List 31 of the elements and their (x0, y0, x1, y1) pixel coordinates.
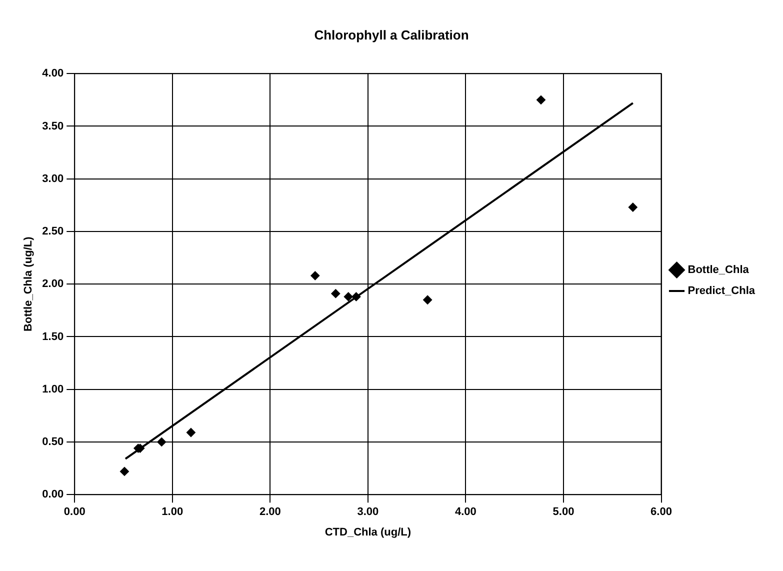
legend-label: Bottle_Chla (688, 264, 750, 276)
x-tick-label: 2.00 (259, 506, 281, 518)
x-axis-title: CTD_Chla (ug/L) (324, 526, 412, 538)
y-tick-label: 4.00 (42, 68, 64, 80)
y-tick-label: 1.00 (42, 383, 64, 396)
x-tick-label: 4.00 (454, 506, 476, 518)
point (157, 437, 166, 446)
point (536, 95, 546, 104)
point (120, 466, 129, 476)
point (352, 292, 361, 302)
y-tick-label: 3.00 (42, 172, 64, 185)
x-tick-label: 6.00 (650, 506, 672, 518)
y-tick-label: 0.00 (42, 488, 64, 501)
point (310, 271, 320, 280)
y-axis-title: Bottle_Chla (ug/L) (22, 236, 35, 332)
y-tick-label: 2.00 (42, 278, 64, 290)
x-tick-label: 1.00 (162, 506, 184, 518)
y-tick-label: 0.50 (42, 436, 64, 448)
y-tick-label: 2.50 (42, 226, 64, 238)
x-tick-label: 5.00 (552, 506, 574, 518)
point (344, 292, 353, 302)
chart-title: Chlorophyll a Calibration (314, 27, 469, 42)
y-tick-label: 1.50 (42, 330, 64, 343)
point (186, 428, 196, 438)
point (628, 202, 638, 212)
x-tick-label: 3.00 (357, 506, 379, 518)
y-tick-label: 3.50 (42, 120, 64, 132)
point (331, 289, 340, 298)
x-tick-label: 0.00 (64, 506, 86, 518)
legend-label: Predict_Chla (688, 285, 756, 298)
point (423, 295, 432, 304)
